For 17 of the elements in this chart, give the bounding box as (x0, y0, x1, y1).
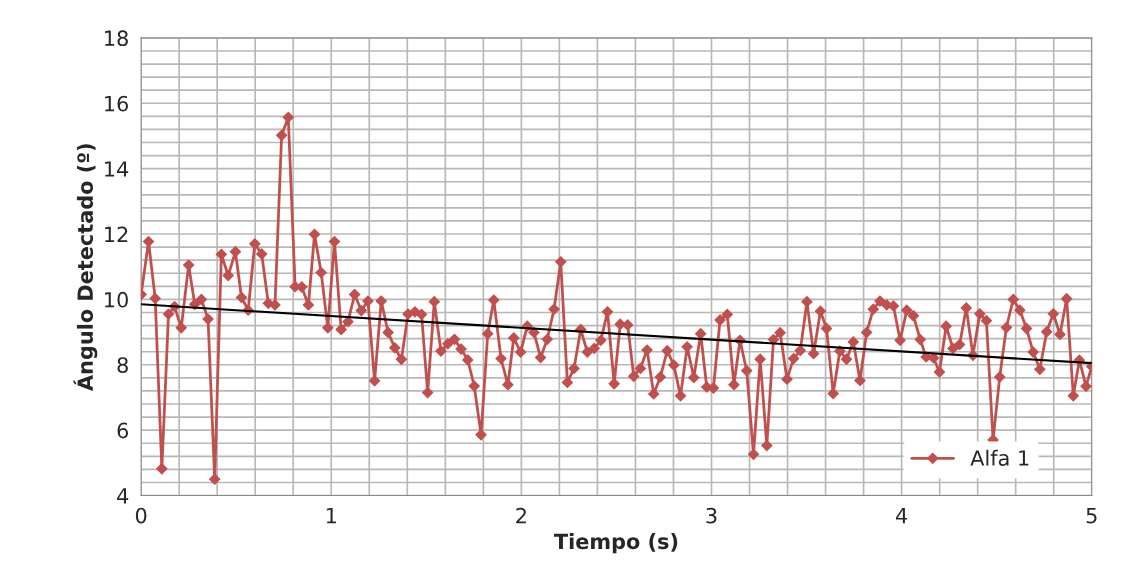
x-tick-label: 5 (1086, 508, 1097, 524)
x-tick-label: 2 (516, 507, 526, 524)
y-tick-label: 16 (105, 95, 129, 112)
x-tick-label: 0 (135, 507, 147, 524)
x-tick-label: 3 (706, 507, 717, 524)
y-tick-label: 14 (105, 161, 129, 177)
y-tick-label: 18 (105, 30, 128, 47)
y-tick-label: 12 (105, 226, 128, 242)
y-tick-label: 8 (117, 357, 128, 373)
x-tick-label: 1 (326, 508, 336, 524)
legend-label: Alfa 1 (970, 449, 1029, 466)
y-tick-label: 10 (105, 291, 128, 308)
y-axis-title: Ángulo Detectado (º) (73, 144, 98, 391)
x-axis-title: Tiempo (s) (553, 533, 678, 554)
x-tick-label: 4 (896, 508, 908, 524)
y-tick-label: 4 (117, 488, 129, 504)
y-tick-label: 6 (117, 422, 129, 439)
